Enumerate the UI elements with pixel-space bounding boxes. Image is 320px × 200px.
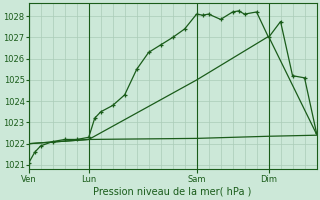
X-axis label: Pression niveau de la mer( hPa ): Pression niveau de la mer( hPa ) (93, 187, 252, 197)
